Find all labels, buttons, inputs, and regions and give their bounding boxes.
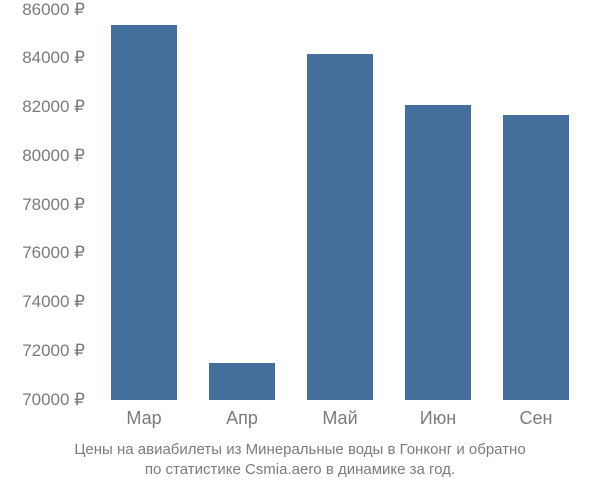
y-tick-label: 70000 ₽: [0, 390, 85, 410]
chart-caption: Цены на авиабилеты из Минеральные воды в…: [0, 440, 600, 481]
bar: [503, 115, 570, 400]
x-tick-label: Мар: [95, 408, 193, 429]
y-tick-label: 74000 ₽: [0, 292, 85, 312]
plot-area: [95, 10, 585, 400]
caption-line: по статистике Csmia.aero в динамике за г…: [0, 460, 600, 480]
x-tick-label: Июн: [389, 408, 487, 429]
x-tick-label: Апр: [193, 408, 291, 429]
y-tick-label: 82000 ₽: [0, 97, 85, 117]
y-tick-label: 86000 ₽: [0, 0, 85, 20]
y-tick-label: 78000 ₽: [0, 195, 85, 215]
y-tick-label: 72000 ₽: [0, 341, 85, 361]
x-tick-label: Сен: [487, 408, 585, 429]
bar: [405, 105, 472, 400]
y-tick-label: 84000 ₽: [0, 48, 85, 68]
x-tick-label: Май: [291, 408, 389, 429]
price-history-bar-chart: Цены на авиабилеты из Минеральные воды в…: [0, 0, 600, 500]
y-tick-label: 76000 ₽: [0, 243, 85, 263]
y-tick-label: 80000 ₽: [0, 146, 85, 166]
bar: [111, 25, 178, 400]
bar: [307, 54, 374, 400]
bar: [209, 363, 276, 400]
caption-line: Цены на авиабилеты из Минеральные воды в…: [0, 440, 600, 460]
